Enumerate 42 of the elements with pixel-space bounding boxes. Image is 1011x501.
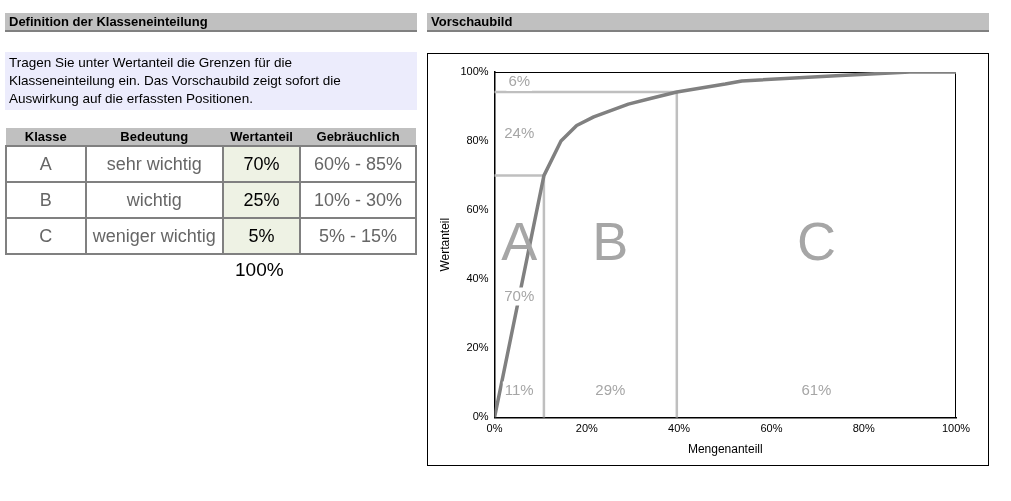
annotation: 70% [504, 286, 535, 304]
text: 100% [235, 259, 285, 281]
chart-title: Vorschaubild [427, 13, 989, 32]
annotation: C [796, 210, 836, 271]
y-tick-label: 80% [466, 134, 489, 147]
y-tick-label: 40% [466, 272, 489, 285]
y-axis-title: Wertanteil [437, 217, 452, 272]
annotation: 24% [504, 123, 535, 141]
x-tick-label: 100% [941, 422, 971, 435]
annotation: 6% [508, 72, 531, 90]
text: 25% [223, 182, 301, 218]
x-tick-label: 80% [852, 422, 875, 435]
text: weniger wichtig [85, 218, 224, 254]
text: 5% - 15% [300, 218, 416, 254]
annotation: 29% [595, 380, 626, 398]
y-tick-label: 20% [466, 341, 489, 354]
text: 10% - 30% [300, 182, 416, 218]
text: Klasse [6, 128, 86, 146]
y-tick-label: 60% [466, 203, 489, 216]
text: wichtig [85, 182, 224, 218]
text: Wertanteil [223, 128, 301, 146]
text: 60% - 85% [300, 146, 416, 182]
text: Bedeutung [85, 128, 224, 146]
x-tick-label: 20% [575, 422, 599, 435]
x-axis-title: Mengenanteill [687, 442, 763, 457]
text: 5% [223, 218, 301, 254]
y-tick-label: 0% [472, 410, 489, 423]
text: Definition der Klasseneinteilung [5, 13, 417, 32]
annotation: 11% [504, 380, 534, 398]
text: C [6, 218, 86, 254]
text: 70% [223, 146, 301, 182]
x-tick-label: 60% [760, 422, 783, 435]
text: A [6, 146, 86, 182]
text: Tragen Sie unter Wertanteil die Grenzen für die Klasseneinteilung ein. Das Vorschaubild zeigt sofort die Auswirkung auf die erfassten Positionen. [5, 52, 417, 110]
x-tick-label: 0% [486, 422, 503, 435]
y-tick-label: 100% [460, 65, 489, 78]
x-tick-label: 40% [668, 422, 691, 435]
text: sehr wichtig [85, 146, 224, 182]
text: B [6, 182, 86, 218]
text: Gebräuchlich [300, 128, 416, 146]
annotation: 61% [801, 380, 832, 398]
annotation: B [592, 210, 629, 271]
